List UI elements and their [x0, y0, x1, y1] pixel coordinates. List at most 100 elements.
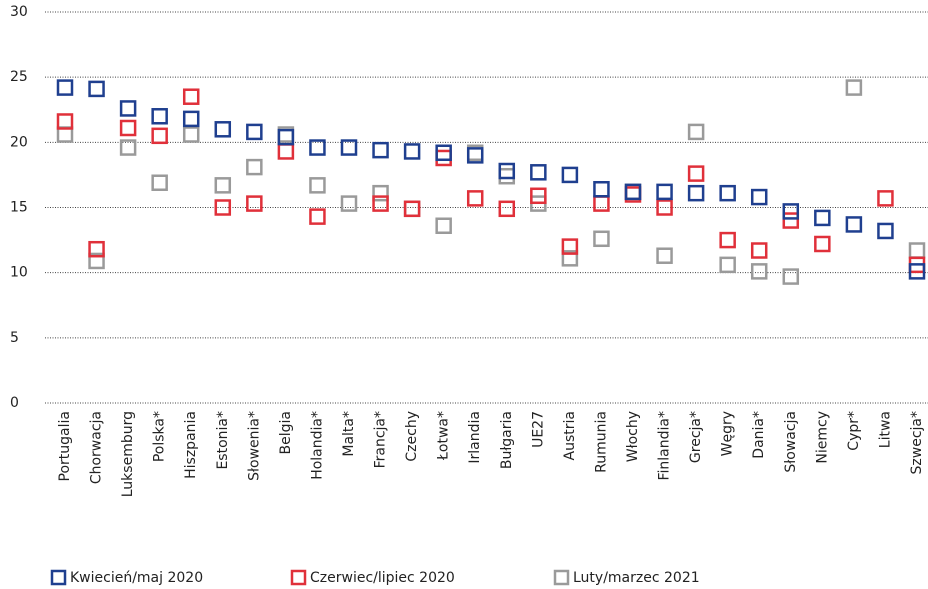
marker [340, 139, 358, 156]
marker [372, 184, 389, 202]
x-tick-label: Niemcy [814, 411, 830, 464]
x-tick-label: Irlandia [467, 411, 483, 464]
legend-label: Luty/marzec 2021 [573, 570, 700, 586]
legend-swatch [553, 569, 570, 586]
marker [593, 195, 610, 212]
marker [530, 164, 547, 181]
x-tick-label: Belgia [278, 411, 294, 454]
marker [750, 263, 768, 280]
marker [88, 240, 105, 258]
marker [466, 190, 484, 207]
marker [372, 141, 389, 159]
marker [845, 79, 863, 96]
marker [656, 199, 673, 216]
marker [719, 231, 736, 249]
y-tick-label: 15 [10, 200, 28, 216]
x-tick-label: Litwa [877, 411, 893, 448]
x-tick-label: Węgry [720, 411, 736, 456]
marker [561, 166, 579, 184]
x-tick-label: Portugalia [57, 411, 73, 481]
marker [877, 190, 894, 207]
x-tick-label: Luksemburg [120, 411, 136, 497]
marker [750, 242, 768, 259]
x-tick-label: Słowacja [783, 411, 799, 473]
legend-label: Czerwiec/lipiec 2020 [310, 570, 455, 586]
marker [530, 187, 547, 205]
marker [119, 119, 137, 137]
marker [435, 149, 452, 167]
marker [88, 80, 105, 98]
marker [719, 256, 736, 274]
marker [277, 143, 295, 160]
x-tick-label: Cypr* [846, 411, 862, 451]
x-tick-label: Grecja* [688, 411, 704, 463]
x-tick-label: Bułgaria [499, 411, 515, 469]
marker [624, 183, 642, 201]
marker [782, 203, 800, 220]
marker [877, 222, 894, 240]
marker [498, 200, 516, 218]
marker [814, 235, 831, 253]
marker [182, 126, 200, 143]
x-tick-label: Chorwacja [89, 411, 105, 484]
marker [372, 195, 389, 212]
x-tick-label: Łotwa* [436, 411, 452, 461]
marker [309, 177, 326, 194]
marker [151, 108, 168, 125]
y-tick-label: 30 [10, 4, 28, 20]
marker [687, 184, 705, 202]
legend-swatch [290, 569, 307, 586]
marker [687, 123, 705, 141]
x-tick-label: Hiszpania [183, 411, 199, 479]
marker [340, 195, 358, 212]
marker [687, 165, 705, 182]
marker [656, 247, 673, 264]
marker [561, 238, 579, 255]
marker [593, 230, 610, 248]
marker [561, 250, 579, 267]
x-tick-label: Słowenia* [246, 411, 262, 481]
x-tick-label: Polska* [152, 411, 168, 462]
marker [814, 209, 831, 227]
marker [119, 100, 137, 117]
marker [309, 139, 326, 156]
x-tick-label: Czechy [404, 411, 420, 462]
marker [56, 79, 74, 96]
marker [214, 177, 232, 194]
marker [593, 181, 610, 198]
x-tick-label: Austria [562, 411, 578, 460]
marker [403, 200, 421, 218]
marker [119, 139, 137, 156]
y-tick-label: 20 [10, 134, 28, 150]
x-tick-label: Finlandia* [657, 411, 673, 481]
y-tick-label: 10 [10, 265, 28, 281]
x-tick-label: Dania* [751, 411, 767, 459]
marker [908, 263, 926, 280]
marker [151, 174, 168, 191]
marker [214, 121, 232, 138]
marker [656, 183, 673, 201]
marker [246, 123, 263, 141]
marker [403, 200, 421, 218]
marker [246, 158, 263, 176]
marker [908, 242, 926, 259]
marker [182, 88, 200, 105]
marker [246, 195, 263, 212]
legend-label: Kwiecień/maj 2020 [70, 570, 203, 586]
marker [845, 216, 863, 233]
x-tick-label: Malta* [341, 411, 357, 457]
y-tick-label: 0 [10, 395, 19, 411]
marker [214, 199, 232, 216]
x-tick-label: Estonia* [215, 411, 231, 470]
marker [466, 147, 484, 164]
y-tick-label: 5 [10, 330, 19, 346]
x-tick-label: Francja* [373, 411, 389, 468]
marker [498, 167, 516, 185]
marker [403, 143, 421, 160]
marker [498, 162, 516, 180]
x-tick-label: Holandia* [309, 411, 325, 480]
marker [782, 268, 800, 285]
marker [782, 212, 800, 229]
marker [719, 184, 736, 202]
